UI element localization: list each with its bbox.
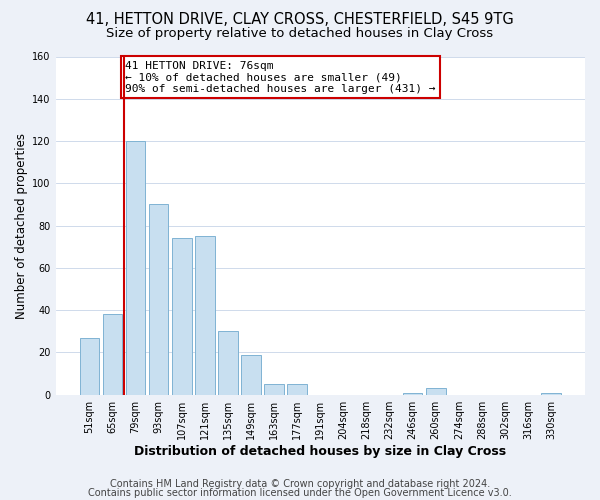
- Bar: [541, 392, 561, 394]
- Bar: [403, 392, 422, 394]
- Text: Contains HM Land Registry data © Crown copyright and database right 2024.: Contains HM Land Registry data © Crown c…: [110, 479, 490, 489]
- Bar: [426, 388, 446, 394]
- Bar: [287, 384, 307, 394]
- Bar: [264, 384, 284, 394]
- Y-axis label: Number of detached properties: Number of detached properties: [15, 132, 28, 318]
- X-axis label: Distribution of detached houses by size in Clay Cross: Distribution of detached houses by size …: [134, 444, 506, 458]
- Bar: [126, 141, 145, 395]
- Bar: [149, 204, 169, 394]
- Bar: [195, 236, 215, 394]
- Bar: [241, 354, 261, 395]
- Text: 41 HETTON DRIVE: 76sqm
← 10% of detached houses are smaller (49)
90% of semi-det: 41 HETTON DRIVE: 76sqm ← 10% of detached…: [125, 60, 436, 94]
- Bar: [80, 338, 99, 394]
- Bar: [218, 332, 238, 394]
- Text: 41, HETTON DRIVE, CLAY CROSS, CHESTERFIELD, S45 9TG: 41, HETTON DRIVE, CLAY CROSS, CHESTERFIE…: [86, 12, 514, 28]
- Text: Contains public sector information licensed under the Open Government Licence v3: Contains public sector information licen…: [88, 488, 512, 498]
- Text: Size of property relative to detached houses in Clay Cross: Size of property relative to detached ho…: [106, 28, 494, 40]
- Bar: [172, 238, 191, 394]
- Bar: [103, 314, 122, 394]
